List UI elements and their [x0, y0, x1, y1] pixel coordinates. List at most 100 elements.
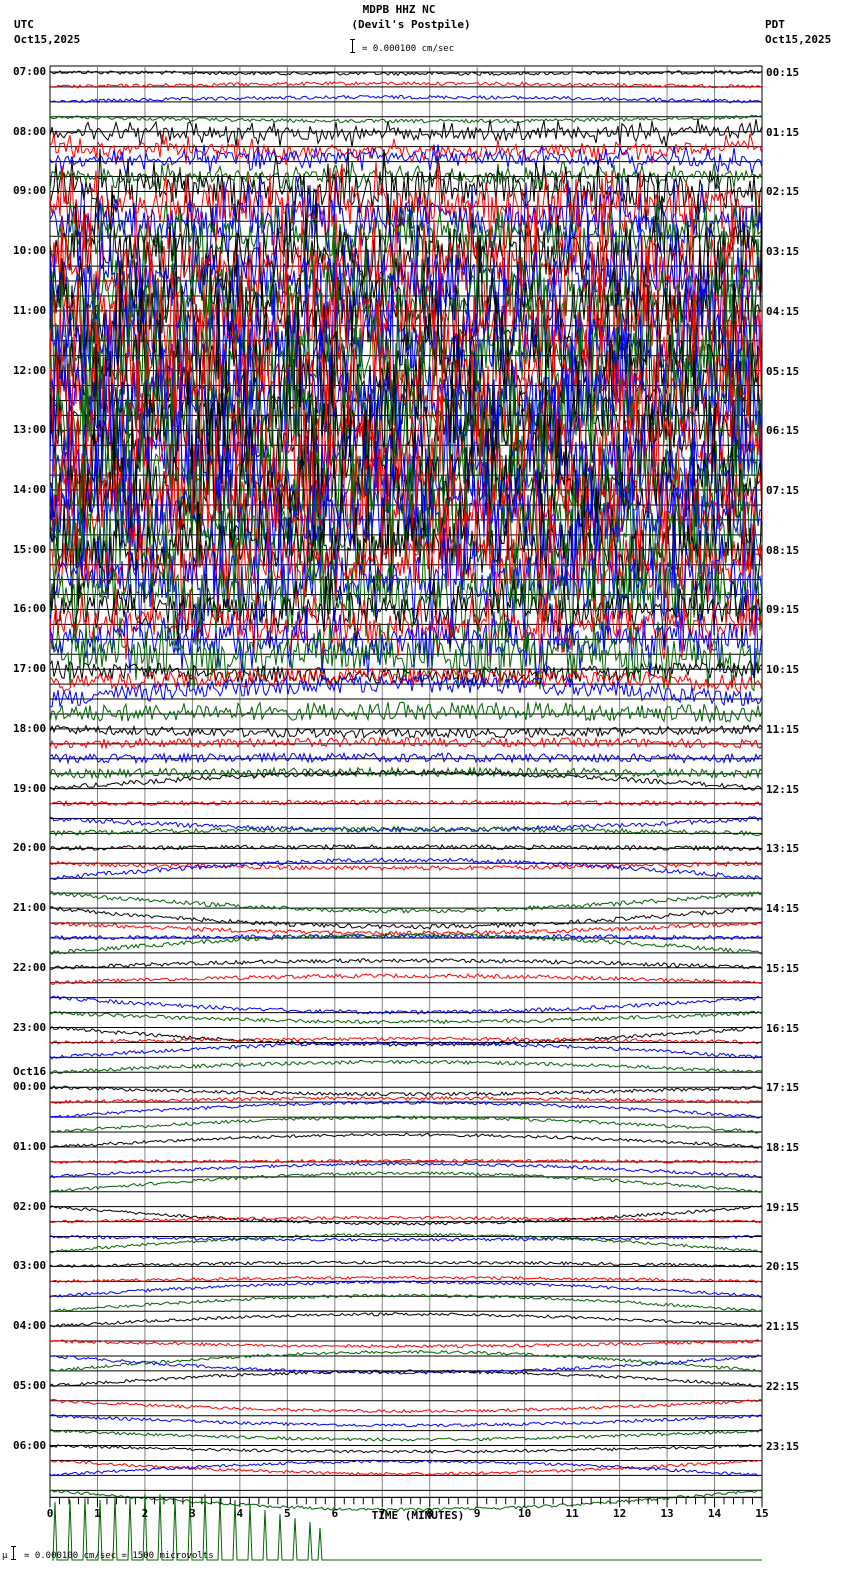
pdt-hour-label: 03:15 — [766, 245, 800, 259]
pdt-hour-label: 10:15 — [766, 663, 800, 677]
x-tick-label: 1 — [94, 1507, 101, 1521]
left-date: Oct15,2025 — [14, 33, 81, 46]
pdt-hour-label: 19:15 — [766, 1200, 800, 1214]
trace — [49, 799, 763, 807]
x-tick-label: 5 — [284, 1507, 291, 1521]
utc-hour-label: 16:00 — [13, 602, 47, 616]
utc-hour-label: 11:00 — [13, 303, 47, 317]
trace — [49, 144, 763, 176]
utc-hour-label: 04:00 — [13, 1319, 47, 1333]
pdt-hour-label: 20:15 — [766, 1260, 800, 1274]
pdt-hour-label: 22:15 — [766, 1379, 800, 1393]
trace — [49, 973, 763, 985]
trace — [49, 1114, 763, 1134]
trace — [49, 192, 763, 282]
x-axis-label: TIME (MINUTES) — [371, 1509, 465, 1522]
x-tick-label: 11 — [565, 1507, 579, 1521]
utc-hour-label: 07:00 — [13, 65, 47, 78]
utc-hour-label: 17:00 — [13, 662, 47, 676]
x-tick-label: 14 — [707, 1507, 722, 1521]
x-tick-label: 0 — [46, 1507, 54, 1521]
x-tick-label: 2 — [141, 1507, 149, 1521]
pdt-hour-label: 11:15 — [766, 722, 800, 736]
pdt-hour-label: 08:15 — [766, 543, 800, 557]
trace — [49, 1100, 763, 1119]
trace — [49, 1171, 763, 1194]
trace — [49, 843, 763, 852]
utc-hour-label: 13:00 — [13, 423, 47, 437]
utc-hour-label: 23:00 — [13, 1020, 47, 1034]
pdt-hour-label: 01:15 — [766, 125, 800, 139]
trace — [49, 1095, 763, 1105]
trace — [49, 1349, 763, 1373]
trace — [49, 114, 763, 124]
utc-hour-label: 12:00 — [13, 363, 47, 377]
trace — [49, 857, 762, 881]
x-tick-label: 6 — [331, 1507, 339, 1521]
trace — [49, 573, 763, 649]
trace — [49, 751, 763, 765]
utc-hour-label: 06:00 — [13, 1438, 47, 1452]
trace — [49, 1280, 763, 1299]
trace — [49, 906, 763, 930]
utc-hour-label: 18:00 — [13, 721, 47, 735]
scale-bar-icon — [350, 39, 355, 53]
utc-hour-label: 02:00 — [13, 1199, 47, 1213]
utc-hour-label: 15:00 — [13, 542, 47, 556]
trace — [49, 673, 763, 708]
trace — [49, 1085, 763, 1097]
right-date: Oct15,2025 — [765, 33, 832, 46]
trace — [49, 1025, 763, 1047]
trace — [49, 659, 763, 687]
trace — [49, 1444, 763, 1454]
x-tick-label: 12 — [612, 1507, 627, 1521]
trace — [49, 387, 763, 568]
trace — [49, 279, 763, 460]
trace — [49, 69, 763, 77]
trace — [49, 890, 763, 914]
pdt-hour-label: 17:15 — [766, 1081, 800, 1095]
x-tick-label: 15 — [755, 1507, 769, 1521]
trace — [49, 769, 763, 792]
trace — [49, 1293, 763, 1313]
trace — [50, 1312, 763, 1328]
trace — [49, 176, 763, 266]
trace — [49, 1158, 763, 1164]
trace — [49, 1413, 763, 1428]
trace — [49, 921, 763, 936]
utc-hour-label: 20:00 — [13, 841, 47, 855]
pdt-hour-label: 15:15 — [766, 961, 800, 975]
x-tick-label: 7 — [378, 1507, 386, 1521]
trace — [49, 860, 763, 872]
pdt-hour-label: 09:15 — [766, 603, 800, 617]
pdt-hour-label: 06:15 — [766, 424, 800, 438]
pdt-hour-label: 23:15 — [766, 1439, 800, 1453]
trace — [50, 957, 763, 970]
trace — [49, 1232, 763, 1254]
trace — [49, 1036, 763, 1045]
pdt-hour-label: 05:15 — [766, 364, 800, 378]
trace — [49, 534, 763, 653]
trace — [49, 133, 763, 166]
trace — [49, 1488, 763, 1512]
trace — [49, 995, 763, 1015]
trace — [49, 1040, 763, 1060]
trace — [49, 1275, 763, 1284]
utc-hour-label: 19:00 — [13, 781, 47, 795]
utc-hour-label: 03:00 — [13, 1259, 47, 1273]
x-tick-label: 3 — [189, 1507, 196, 1521]
trace — [49, 1059, 763, 1075]
utc-hour-label: 21:00 — [13, 901, 47, 915]
trace — [49, 324, 763, 503]
footer-scale-bar-icon — [11, 1546, 16, 1560]
left-timezone: UTC — [14, 18, 34, 31]
trace — [49, 407, 763, 570]
trace — [49, 1234, 763, 1242]
trace — [49, 666, 763, 693]
trace — [49, 724, 763, 740]
trace — [49, 1458, 763, 1476]
pdt-hour-label: 04:15 — [766, 304, 800, 318]
x-tick-label: 8 — [426, 1507, 434, 1521]
pdt-hour-label: 14:15 — [766, 902, 800, 916]
